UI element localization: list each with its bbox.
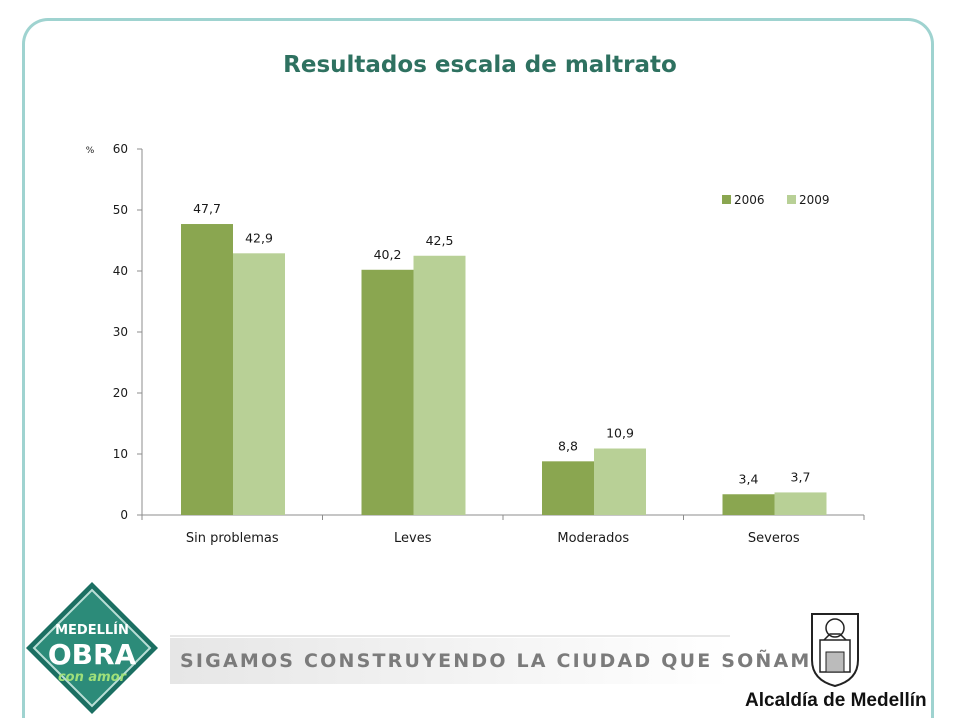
- medellin-seal-icon: [811, 613, 859, 688]
- data-label: 3,4: [739, 471, 759, 486]
- bar-2009: [774, 492, 827, 515]
- x-tick-label: Moderados: [557, 531, 629, 546]
- chart-legend: 2006 2009: [722, 193, 830, 207]
- bar-2009: [594, 448, 646, 515]
- chart-title: Resultados escala de maltrato: [283, 52, 677, 78]
- logo-line2: OBRA: [48, 638, 137, 671]
- y-axis-unit: %: [86, 146, 95, 156]
- slogan-banner: [170, 635, 730, 684]
- bar-2006: [361, 269, 414, 515]
- data-label: 47,7: [193, 201, 221, 216]
- slogan-text: SIGAMOS CONSTRUYENDO LA CIUDAD QUE SOÑAM…: [180, 650, 846, 672]
- bar-chart: 0 10 20 30 40 50 60% Sin problemas Leves Moderado…: [86, 142, 865, 546]
- data-label: 42,5: [426, 233, 454, 248]
- data-label: 40,2: [374, 247, 402, 262]
- data-label: 42,9: [245, 230, 273, 245]
- x-tick-label: Sin problemas: [186, 531, 279, 546]
- data-label: 10,9: [606, 426, 634, 441]
- alcaldia-logo-text: Alcaldía de Medellín: [745, 690, 927, 711]
- medellin-obra-logo: MEDELLÍN OBRA con amor: [26, 582, 158, 714]
- x-tick-label: Leves: [394, 531, 432, 546]
- chart-bars: [181, 224, 827, 515]
- bar-2006: [722, 494, 775, 515]
- y-tick-label: 0: [120, 508, 128, 522]
- slide-frame: [22, 18, 934, 718]
- bar-2009: [233, 253, 285, 515]
- y-tick-label: 40: [113, 264, 128, 278]
- y-tick-label: 20: [113, 386, 128, 400]
- legend-swatch-2009: [787, 195, 796, 204]
- data-label: 8,8: [558, 438, 578, 453]
- y-tick-label: 60: [113, 142, 128, 156]
- bar-2009: [413, 255, 466, 515]
- legend-label-2006: 2006: [734, 193, 765, 207]
- y-tick-label: 10: [113, 447, 128, 461]
- legend-swatch-2006: [722, 195, 731, 204]
- data-label: 3,7: [791, 469, 811, 484]
- x-tick-label: Severos: [748, 531, 800, 546]
- bar-2006: [181, 224, 233, 515]
- legend-label-2009: 2009: [799, 193, 830, 207]
- bar-2006: [542, 461, 594, 515]
- y-tick-label: 30: [113, 325, 128, 339]
- logo-line3: con amor: [58, 670, 128, 685]
- y-tick-label: 50: [113, 203, 128, 217]
- logo-line1: MEDELLÍN: [55, 622, 129, 638]
- chart-labels: 47,7 42,9 40,2 42,5 8,8 10,9 3,4 3,7: [193, 201, 810, 486]
